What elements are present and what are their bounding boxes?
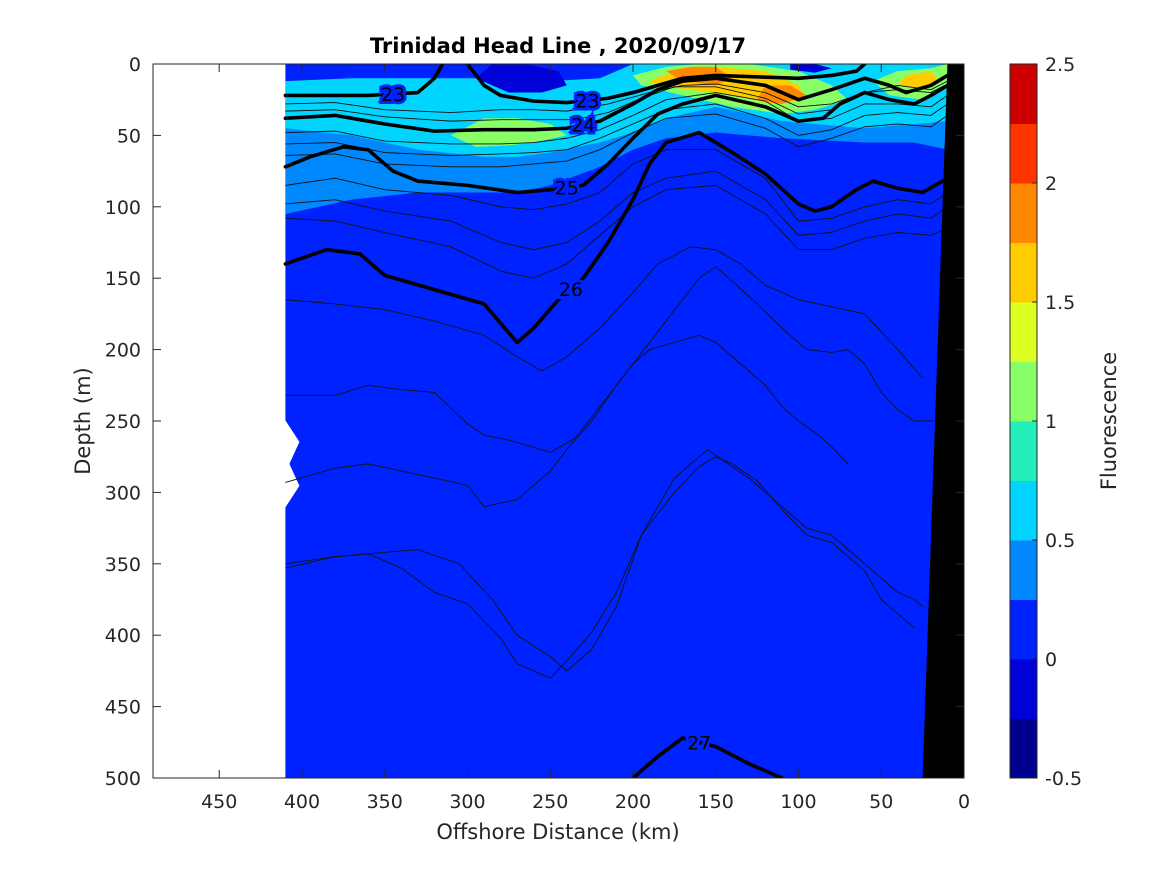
y-tick-label: 50 [117, 125, 141, 147]
seafloor [922, 64, 964, 778]
x-tick-label: 250 [532, 791, 568, 813]
thin-contour-9 [285, 266, 935, 453]
fluorescence-patch-10 [790, 64, 832, 73]
colorbar-band [1010, 718, 1037, 779]
colorbar-band [1010, 659, 1037, 719]
colorbar-tick-label: 1 [1045, 411, 1057, 433]
y-tick-label: 250 [105, 411, 141, 433]
colorbar-tick-label: 1.5 [1045, 292, 1075, 314]
x-tick-label: 200 [615, 791, 651, 813]
colorbar-tick-label: 0 [1045, 649, 1057, 671]
y-axis: 0 50 100 150 200 250 300 350 400 450 500 [105, 54, 964, 790]
isopycnal-27-line [631, 736, 784, 778]
y-tick-label: 300 [105, 482, 141, 504]
colorbar-tick-label: 2.5 [1045, 54, 1075, 76]
isopycnal-24-line [283, 73, 950, 133]
thin-contour-8 [285, 246, 923, 379]
thin-contour-0 [285, 80, 948, 114]
x-tick-label: 0 [958, 791, 970, 813]
contour-labels: 23 23 24 25 26 27 [378, 81, 714, 757]
colorbar-tick-label: -0.5 [1045, 768, 1082, 790]
density-contours [283, 64, 950, 778]
y-tick-label: 450 [105, 697, 141, 719]
isopycnal-23-line [283, 64, 445, 98]
isopycnal-27-label-5: 27 [687, 732, 711, 754]
missing-data-notch [284, 418, 300, 509]
colorbar-band [1010, 183, 1037, 243]
colorbar-band [1010, 480, 1037, 541]
isopycnal-23-line [465, 64, 867, 105]
x-tick-label: 300 [449, 791, 485, 813]
y-axis-label: Depth (m) [71, 367, 95, 474]
thin-contour-2 [285, 92, 948, 145]
thin-contour-7 [285, 184, 948, 279]
y-tick-label: 200 [105, 340, 141, 362]
seafloor-layer [922, 64, 964, 778]
isopycnal-23-label-1: 23 [575, 90, 599, 112]
colorbar-band [1010, 123, 1037, 184]
colorbar-band [1010, 540, 1037, 600]
isopycnal-25-line [283, 83, 950, 195]
x-tick-label: 450 [201, 791, 237, 813]
x-tick-label: 350 [367, 791, 403, 813]
chart-title: Trinidad Head Line , 2020/09/17 [370, 34, 746, 58]
isopycnal-24-label-2: 24 [571, 115, 595, 137]
thin-contour-6 [285, 170, 948, 251]
x-tick-label: 100 [780, 791, 816, 813]
x-tick-label: 50 [869, 791, 893, 813]
y-tick-label: 400 [105, 625, 141, 647]
y-tick-label: 350 [105, 554, 141, 576]
colorbar: 2.5 2 1.5 1 0.5 0 -0.5 [1009, 54, 1082, 790]
isopycnal-26-label-4: 26 [559, 279, 583, 301]
isopycnal-26-line [283, 130, 950, 345]
colorbar-band [1010, 302, 1037, 362]
fluorescence-patch-2 [450, 118, 567, 147]
isopycnal-25-label-3: 25 [555, 178, 579, 200]
x-axis: 450 400 350 300 250 200 150 100 50 0 [201, 64, 970, 813]
fluorescence-patch-9 [475, 64, 567, 93]
thin-contour-5 [285, 149, 948, 222]
x-tick-label: 400 [284, 791, 320, 813]
y-tick-label: 100 [105, 197, 141, 219]
thin-contour-12 [285, 334, 849, 508]
colorbar-band [1010, 421, 1037, 481]
isopycnal-23-label-0: 23 [381, 84, 405, 106]
thin-contour-11 [285, 456, 915, 679]
thin-contour-10 [285, 449, 923, 672]
x-tick-label: 150 [698, 791, 734, 813]
thin-contour-1 [285, 83, 948, 122]
y-tick-label: 150 [105, 268, 141, 290]
colorbar-band [1010, 361, 1037, 422]
colorbar-tick-label: 0.5 [1045, 530, 1075, 552]
colorbar-band [1010, 242, 1037, 303]
colorbar-band [1010, 599, 1037, 660]
colorbar-band [1010, 64, 1037, 124]
thin-contour-4 [285, 113, 948, 168]
y-tick-label: 0 [129, 54, 141, 76]
colorbar-label: Fluorescence [1097, 352, 1121, 490]
y-tick-label: 500 [105, 768, 141, 790]
colorbar-tick-label: 2 [1045, 173, 1057, 195]
thin-contour-3 [285, 103, 948, 156]
x-axis-label: Offshore Distance (km) [436, 820, 679, 844]
